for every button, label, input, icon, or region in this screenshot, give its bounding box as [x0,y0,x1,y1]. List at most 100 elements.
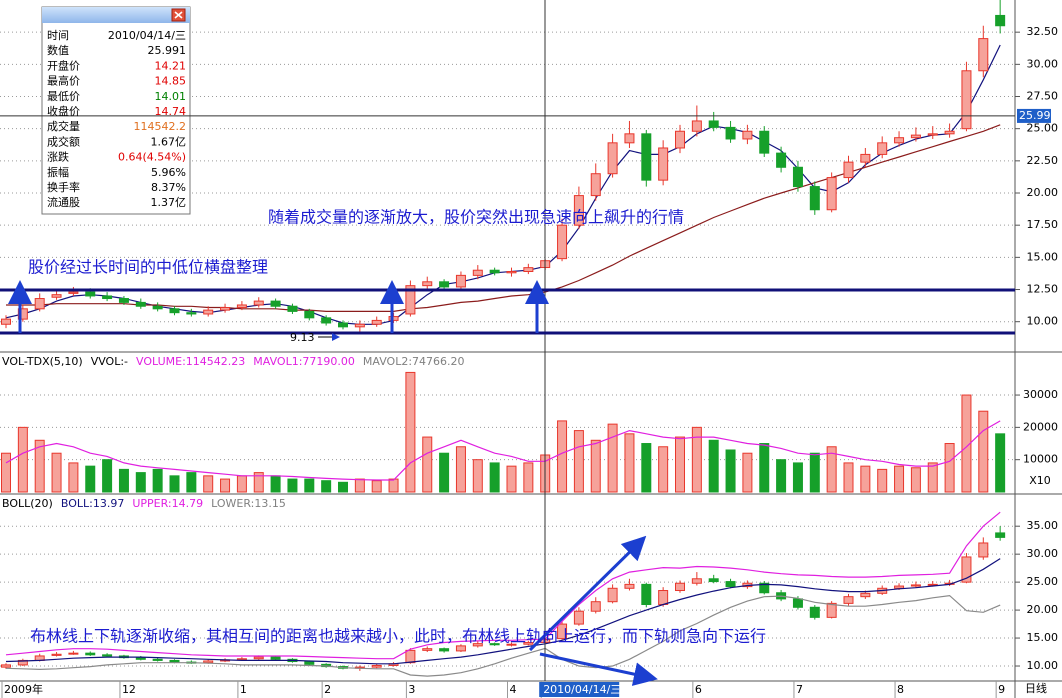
candle-body [725,126,736,140]
volume-bar [17,426,28,493]
volume-bar [135,472,146,493]
volume-bar [809,452,820,493]
candle-body [17,308,28,320]
candle-body [338,322,348,328]
volume-bar [102,459,113,493]
volume-bar [877,468,888,493]
candle-body [809,186,820,211]
candle-body [927,583,938,586]
y-tick-label: 10000 [1023,453,1058,466]
candle-body [557,224,568,260]
candle-body [523,267,534,273]
series-line [6,124,1001,312]
candle-body [118,298,129,303]
candle-body [1,664,11,668]
candle-body [102,295,113,300]
annotation: 股价经过长时间的中低位横盘整理 [28,258,268,277]
volume-bar [607,423,618,493]
candle-body [135,301,146,307]
candle-body [691,578,702,584]
volume-bar [354,478,365,493]
info-label: 数值 [47,44,69,57]
info-label: 收盘价 [47,104,80,118]
volume-bar [708,439,719,493]
info-label: 成交额 [47,134,80,148]
volume-bar [371,480,382,493]
candle-body [658,147,669,181]
candle-body [152,305,163,310]
candle-body [304,661,315,665]
volume-bar [152,468,163,493]
info-value: 14.85 [155,75,187,88]
candle-body [708,120,719,128]
volume-bar [287,478,298,493]
x-tick-label: 3 [408,683,415,696]
candle-body [978,38,989,72]
volume-bar [792,462,803,493]
candle-body [590,601,601,612]
candle-body [995,532,1006,538]
x-tick-label: 2 [324,683,331,696]
y-tick-label: 20.00 [1027,186,1059,199]
volume-bar [169,475,180,493]
candle-body [809,606,820,618]
candle-body [557,623,568,640]
candle-body [455,274,466,288]
marker-box [1017,108,1051,123]
series-line [5,511,1001,660]
info-value: 1.37亿 [151,196,187,209]
volume-bar [118,468,129,493]
candle-body [220,307,231,311]
volume-bar [472,459,483,493]
candle-body [1,318,11,325]
y-tick-label: 25.00 [1027,122,1059,135]
candle-body [51,653,62,656]
y-tick-label: 17.50 [1027,218,1059,231]
arrow [528,535,647,652]
panel-header: BOLL(20) [2,497,53,510]
candle-body [371,319,382,325]
volume-bar [725,449,736,493]
candle-body [995,14,1006,27]
candle-body [961,556,972,583]
candle-body [624,133,635,144]
volume-bar [253,472,264,493]
volume-bar [691,426,702,493]
info-value: 1.67亿 [151,135,187,148]
info-value: 114542.2 [134,120,187,133]
candle-body [489,643,500,646]
y-tick-label: 15.00 [1027,631,1059,644]
candle-body [388,316,399,321]
y-tick-label: 22.50 [1027,154,1059,167]
candle-body [439,648,450,652]
info-label: 成交量 [47,119,80,133]
volume-bar [270,475,281,493]
info-value: 14.01 [155,90,187,103]
info-value: 14.74 [155,105,187,118]
x-highlight [539,682,620,697]
x-tick-label: 2009年 [4,682,43,696]
y-tick-label: 25.00 [1027,575,1059,588]
candle-body [894,137,905,144]
volume-bar [675,436,685,493]
volume-bar [236,475,247,493]
info-label: 流通股 [47,195,80,209]
candle-body [725,581,736,588]
volume-bar [1,452,11,493]
volume-bar [51,452,62,493]
y-tick-label: 30.00 [1027,57,1059,70]
candle-body [607,142,618,175]
candle-body [573,195,584,226]
candle-body [860,592,871,598]
info-value: 0.64(4.54%) [118,151,186,164]
candle-body [843,161,854,179]
candle-body [792,166,803,188]
volume-bar [573,430,584,493]
candle-body [523,642,534,645]
volume-bar [304,478,315,493]
candle-body [405,649,416,664]
candle-body [944,130,955,135]
candle-body [472,269,483,276]
x-tick-label: 4 [510,683,517,696]
